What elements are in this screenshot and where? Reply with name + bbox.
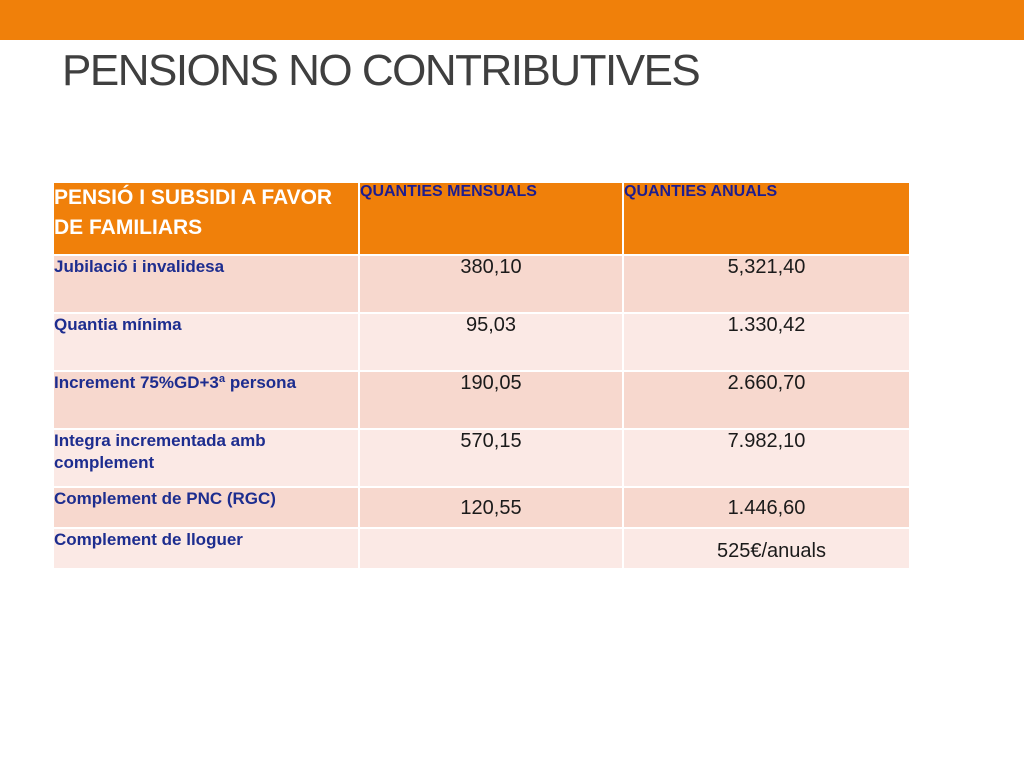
monthly-value: 95,03 — [358, 312, 624, 372]
monthly-value: 120,55 — [358, 486, 624, 529]
table-row: Integra incrementada amb complement 570,… — [52, 428, 911, 488]
row-label: Complement de lloguer — [52, 527, 360, 570]
table-row: Complement de lloguer 525€/anuals — [52, 527, 911, 570]
annual-value: 7.982,10 — [622, 428, 911, 488]
row-label: Quantia mínima — [52, 312, 360, 372]
annual-value: 2.660,70 — [622, 370, 911, 430]
monthly-value — [358, 527, 624, 570]
row-label: Integra incrementada amb complement — [52, 428, 360, 488]
column-header-category: PENSIÓ I SUBSIDI A FAVOR DE FAMILIARS — [52, 181, 360, 256]
row-label: Jubilació i invalidesa — [52, 254, 360, 314]
annual-value: 525€/anuals — [622, 527, 911, 570]
column-header-monthly: QUANTIES MENSUALS — [358, 181, 624, 256]
annual-value: 5,321,40 — [622, 254, 911, 314]
table-row: Jubilació i invalidesa 380,10 5,321,40 — [52, 254, 911, 314]
top-accent-bar — [0, 0, 1024, 40]
row-label: Complement de PNC (RGC) — [52, 486, 360, 529]
row-label: Increment 75%GD+3ª persona — [52, 370, 360, 430]
table-row: Quantia mínima 95,03 1.330,42 — [52, 312, 911, 372]
column-header-annual: QUANTIES ANUALS — [622, 181, 911, 256]
monthly-value: 380,10 — [358, 254, 624, 314]
table-row: Complement de PNC (RGC) 120,55 1.446,60 — [52, 486, 911, 529]
annual-value: 1.446,60 — [622, 486, 911, 529]
table-row: Increment 75%GD+3ª persona 190,05 2.660,… — [52, 370, 911, 430]
annual-value: 1.330,42 — [622, 312, 911, 372]
monthly-value: 570,15 — [358, 428, 624, 488]
table-header-row: PENSIÓ I SUBSIDI A FAVOR DE FAMILIARS QU… — [52, 181, 911, 256]
monthly-value: 190,05 — [358, 370, 624, 430]
page-title: PENSIONS NO CONTRIBUTIVES — [62, 46, 701, 95]
pension-table: PENSIÓ I SUBSIDI A FAVOR DE FAMILIARS QU… — [52, 181, 911, 570]
